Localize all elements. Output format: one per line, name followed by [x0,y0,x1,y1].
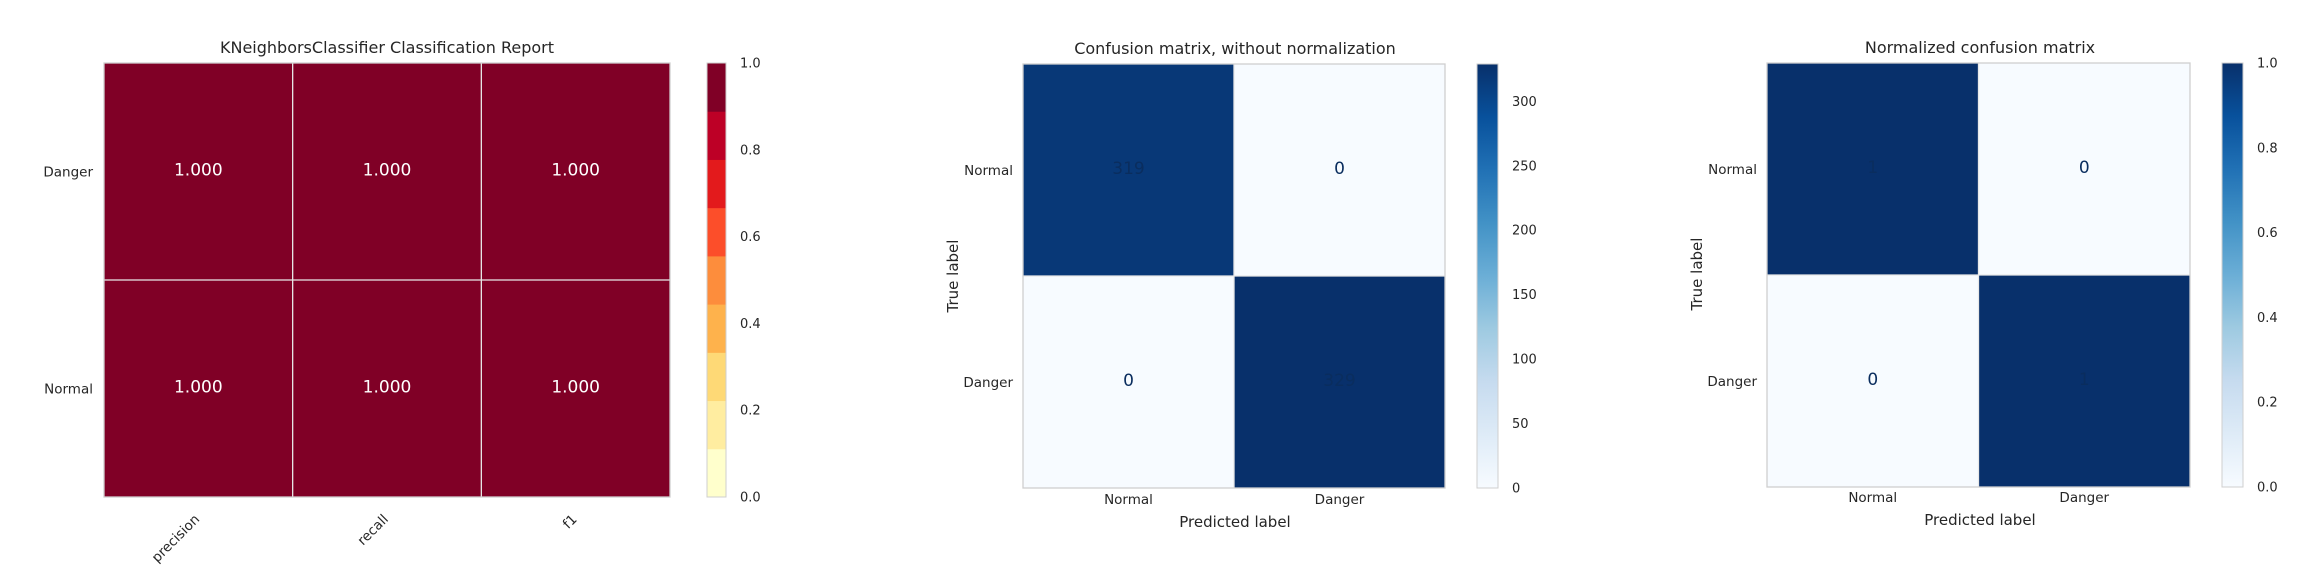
y-tick-label: Normal [44,382,93,398]
colorbar-tick-label: 0.6 [2257,226,2278,241]
colorbar-gradient [1477,64,1498,488]
colorbar-frame [2221,62,2244,488]
y-tick-label: Normal [1708,162,1757,178]
colorbar-gradient [2222,63,2243,487]
x-tick-label: Danger [1315,492,1365,508]
colorbar-band [707,400,726,450]
plot-frame [1766,62,2191,488]
ncm-labels: Normal Danger Normal Danger [1707,162,2109,506]
colorbar-tick-label: 1.0 [740,57,761,72]
classification-report-panel: KNeighborsClassifier Classification Repo… [43,38,760,566]
cell-value-label: 1 [1867,158,1878,178]
plot-frame [103,62,671,498]
cell-value-label: 1.000 [174,161,223,181]
cell-value-label: 0 [1123,371,1134,391]
x-tick-label: Danger [2059,490,2109,506]
x-tick-label: f1 [560,512,581,533]
heatmap-cell [481,280,670,497]
cell-value-label: 0 [2079,158,2090,178]
colorbar-tick-label: 0.2 [740,404,761,419]
colorbar-tick-label: 0 [1512,482,1520,497]
ncm-colorbar: 0.0 0.2 0.4 0.6 0.8 1.0 [2221,57,2278,496]
heatmap-cell [1023,64,1234,276]
heatmap-cell [292,63,482,280]
cell-value-label: 1.000 [363,161,412,181]
colorbar-band [707,111,726,160]
colorbar-frame [1476,63,1499,489]
colorbar-tick-label: 1.0 [2257,57,2278,72]
cell-value-label: 1.000 [551,161,600,181]
colorbar-tick-label: 250 [1512,159,1537,174]
colorbar-band [707,352,726,402]
colorbar-frame [706,62,727,498]
heatmap-cell [1978,275,2190,487]
cm-ylabel: True label [944,240,962,314]
cm-colorbar: 0 50 100 150 200 250 300 [1476,63,1537,497]
cell-value-label: 1.000 [551,378,600,398]
y-tick-label: Danger [43,165,93,181]
colorbar-band [707,448,726,498]
heatmap-cell [1767,275,1979,487]
heatmap-cell [1767,63,1979,275]
colorbar-tick-label: 0.8 [740,143,761,158]
colorbar-tick-label: 0.0 [740,491,761,506]
cell-value-label: 0 [1867,370,1878,390]
heatmap-cell [481,63,670,280]
heatmap-cell [104,63,293,280]
colorbar-tick-label: 300 [1512,95,1537,110]
heatmap-cell [104,280,293,497]
cell-value-label: 319 [1112,159,1144,179]
colorbar-tick-label: 0.2 [2257,396,2278,411]
colorbar-tick-label: 0.4 [2257,311,2278,326]
cell-value-label: 1 [2079,370,2090,390]
plot-frame [1022,63,1446,489]
heatmap-cell [1234,276,1445,488]
cm-title: Confusion matrix, without normalization [1074,39,1396,58]
y-tick-label: Danger [963,375,1013,391]
colorbar-band [707,255,726,305]
colorbar-band [707,159,726,209]
colorbar-tick-label: 0.6 [740,230,761,245]
cell-value-label: 1.000 [363,378,412,398]
y-tick-label: Danger [1707,374,1757,390]
cell-value-label: 0 [1334,159,1345,179]
heatmap-cell [1978,63,2190,275]
ncm-cells: 1 0 0 1 [1766,62,2191,488]
y-tick-label: Normal [964,163,1013,179]
report-cells: 1.000 1.000 1.000 1.000 1.000 1.000 [103,62,671,498]
colorbar-tick-label: 0.8 [2257,141,2278,156]
cm-xlabel: Predicted label [1179,513,1290,531]
report-title: KNeighborsClassifier Classification Repo… [220,38,554,57]
heatmap-cell [292,280,482,497]
x-tick-label: recall [355,512,392,549]
x-tick-label: Normal [1104,492,1153,508]
heatmap-cell [1234,64,1445,276]
colorbar-band [707,304,726,353]
ncm-xlabel: Predicted label [1924,511,2035,529]
colorbar-band [707,207,726,257]
cm-cells: 319 0 0 329 [1022,63,1446,489]
x-tick-label: precision [149,512,203,566]
colorbar-tick-label: 100 [1512,353,1537,368]
heatmap-cell [1023,276,1234,488]
x-tick-label: Normal [1848,490,1897,506]
confusion-matrix-panel: Confusion matrix, without normalization … [944,39,1537,531]
cm-labels: Normal Danger Normal Danger [963,163,1364,508]
ncm-title: Normalized confusion matrix [1865,38,2095,57]
colorbar-tick-label: 0.0 [2257,481,2278,496]
colorbar-tick-label: 0.4 [740,317,761,332]
colorbar-band [707,63,726,112]
colorbar-tick-label: 200 [1512,224,1537,239]
cell-value-label: 329 [1323,371,1355,391]
normalized-cm-panel: Normalized confusion matrix Predicted la… [1688,38,2278,529]
colorbar-tick-label: 50 [1512,417,1529,432]
cell-value-label: 1.000 [174,378,223,398]
colorbar-tick-label: 150 [1512,288,1537,303]
ncm-ylabel: True label [1688,238,1706,312]
report-colorbar: 0.0 0.2 0.4 0.6 0.8 1.0 [706,57,761,506]
